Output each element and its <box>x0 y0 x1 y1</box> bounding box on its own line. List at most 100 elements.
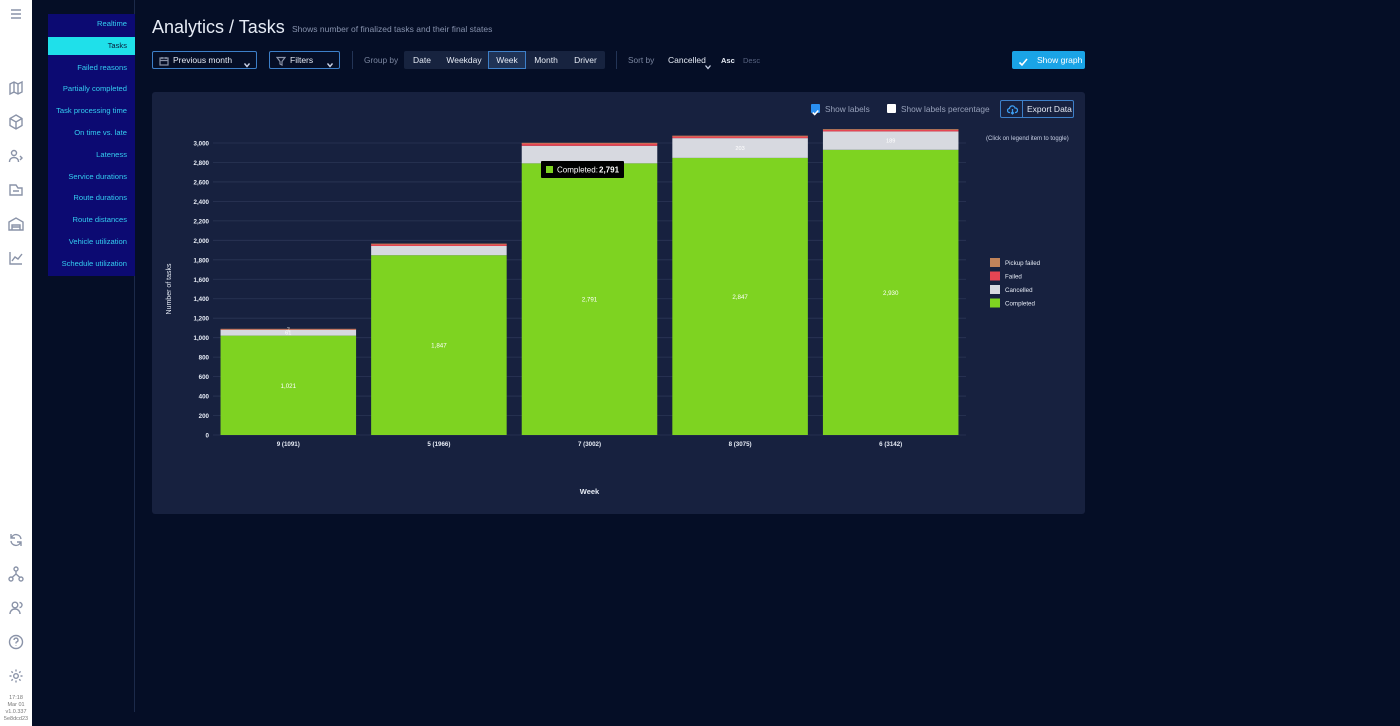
bar-completed <box>672 157 808 435</box>
filters-label: Filters <box>290 55 314 65</box>
chevron-down-icon <box>326 57 334 68</box>
app-version: v1.0.337 <box>5 709 27 715</box>
chevron-down-icon <box>705 57 711 70</box>
bar-cancelled <box>672 138 808 158</box>
export-data-button[interactable]: Export Data <box>1000 100 1074 118</box>
bar-pickup-failed <box>822 129 959 130</box>
check-icon <box>1018 55 1028 67</box>
y-tick-label: 2,600 <box>194 179 210 186</box>
sort-by-dropdown[interactable]: Cancelled <box>668 55 706 65</box>
users-icon[interactable] <box>7 599 25 617</box>
menu-icon[interactable] <box>7 5 25 23</box>
box-icon[interactable] <box>7 113 25 131</box>
x-tick-label: 6 (3142) <box>879 441 902 448</box>
bar-completed <box>371 255 507 435</box>
y-tick-label: 1,600 <box>194 277 210 284</box>
data-label: 203 <box>735 146 744 152</box>
submenu-item-tasks[interactable]: Tasks <box>48 36 135 55</box>
period-dropdown[interactable]: Previous month <box>152 51 257 69</box>
sync-icon[interactable] <box>7 531 25 549</box>
submenu-item-partially-completed[interactable]: Partially completed <box>62 84 127 94</box>
tooltip-box <box>541 161 624 178</box>
show-graph-button[interactable]: Show graph <box>1012 51 1085 69</box>
clock-date: Mar 01 <box>7 702 25 708</box>
x-axis-label: Week <box>580 487 600 496</box>
bar-failed <box>672 135 808 139</box>
group-by-date-button[interactable]: Date <box>413 55 431 65</box>
data-label: 2,847 <box>732 294 748 301</box>
legend-swatch <box>990 298 1000 308</box>
bar-completed <box>220 335 357 435</box>
group-by-label: Group by <box>364 55 399 65</box>
submenu-item-lateness[interactable]: Lateness <box>96 149 127 159</box>
submenu-item-vehicle-utilization[interactable]: Vehicle utilization <box>68 237 127 246</box>
bar-failed <box>371 243 507 246</box>
submenu-item-on-time-vs-late[interactable]: On time vs. late <box>74 128 127 137</box>
y-tick-label: 2,800 <box>194 160 210 167</box>
icon-rail: 17:18 Mar 01 v1.0.337 5e8dcd23 <box>0 0 32 726</box>
x-tick-label: 8 (3075) <box>729 441 752 448</box>
y-tick-label: 1,000 <box>194 335 210 342</box>
group-by-month-button[interactable]: Month <box>534 55 558 65</box>
app-build: 5e8dcd23 <box>3 716 29 722</box>
submenu-item-realtime[interactable]: Realtime <box>97 19 127 28</box>
x-tick-label: 7 (3002) <box>578 441 601 448</box>
bar-completed <box>822 149 959 435</box>
data-label: 189 <box>886 139 895 145</box>
y-tick-label: 1,200 <box>194 316 210 323</box>
toolbar-divider <box>616 51 617 69</box>
y-tick-label: 1,800 <box>194 257 210 264</box>
show-labels-checkbox[interactable] <box>811 104 820 116</box>
analytics-submenu: Realtime Tasks Failed reasons Partially com… <box>48 14 135 276</box>
y-tick-label: 0 <box>206 433 210 440</box>
clock-time: 17:18 <box>9 695 23 701</box>
legend-item-completed: Completed <box>1005 301 1035 308</box>
submenu-item-route-distances[interactable]: Route distances <box>72 215 127 225</box>
group-by-week-button[interactable]: Week <box>488 51 526 69</box>
legend-item-pickup-failed: Pickup failed <box>1005 260 1041 267</box>
network-icon[interactable] <box>7 565 25 583</box>
x-tick-label: 5 (1966) <box>427 441 450 448</box>
show-labels-percentage-checkbox[interactable] <box>887 104 896 113</box>
sort-by-label: Sort by <box>628 55 655 65</box>
route-user-icon[interactable] <box>7 147 25 165</box>
legend-swatch <box>990 258 1000 267</box>
submenu-item-task-processing-time[interactable]: Task processing time <box>56 106 127 116</box>
tasks-stacked-bar-chart: 0 200 400 600 800 1,000 1,200 1,400 1,600 1,800 2,… <box>166 129 1069 496</box>
legend-swatch <box>990 271 1000 281</box>
analytics-icon[interactable] <box>7 249 25 267</box>
sort-asc-button[interactable]: Asc <box>721 56 735 65</box>
legend-swatch <box>990 285 1000 294</box>
toolbar-divider <box>352 51 353 69</box>
bar-cancelled <box>371 245 507 256</box>
bar-cancelled <box>822 131 959 150</box>
legend-item-cancelled: Cancelled <box>1005 287 1033 294</box>
map-icon[interactable] <box>7 79 25 97</box>
y-tick-label: 400 <box>199 394 210 401</box>
group-by-driver-button[interactable]: Driver <box>574 55 597 65</box>
submenu-item-schedule-utilization[interactable]: Schedule utilization <box>61 258 127 268</box>
export-data-label: Export Data <box>1027 104 1072 114</box>
filters-dropdown[interactable]: Filters <box>269 51 340 69</box>
tasks-icon[interactable] <box>7 181 25 199</box>
y-tick-label: 3,000 <box>194 141 210 148</box>
chevron-down-icon <box>243 57 251 68</box>
legend-item-failed: Failed <box>1005 274 1022 281</box>
bar-pickup-failed <box>371 243 507 245</box>
settings-icon[interactable] <box>7 667 25 685</box>
help-icon[interactable] <box>7 633 25 651</box>
y-tick-label: 2,200 <box>194 218 210 225</box>
sort-desc-button[interactable]: Desc <box>743 56 761 65</box>
x-tick-label: 9 (1091) <box>277 441 300 448</box>
submenu-item-route-durations[interactable]: Route durations <box>73 193 127 203</box>
group-by-weekday-button[interactable]: Weekday <box>446 55 482 65</box>
submenu-item-failed-reasons[interactable]: Failed reasons <box>77 62 127 72</box>
tooltip-value: 2,791 <box>599 166 620 175</box>
submenu-item-service-durations[interactable]: Service durations <box>68 171 127 181</box>
page-title: Analytics / Tasks <box>152 17 285 37</box>
warehouse-icon[interactable] <box>7 215 25 233</box>
y-tick-label: 800 <box>199 355 210 362</box>
bar-failed <box>521 143 658 146</box>
page-subtitle: Shows number of finalized tasks and thei… <box>292 24 493 34</box>
y-tick-label: 200 <box>199 413 210 420</box>
